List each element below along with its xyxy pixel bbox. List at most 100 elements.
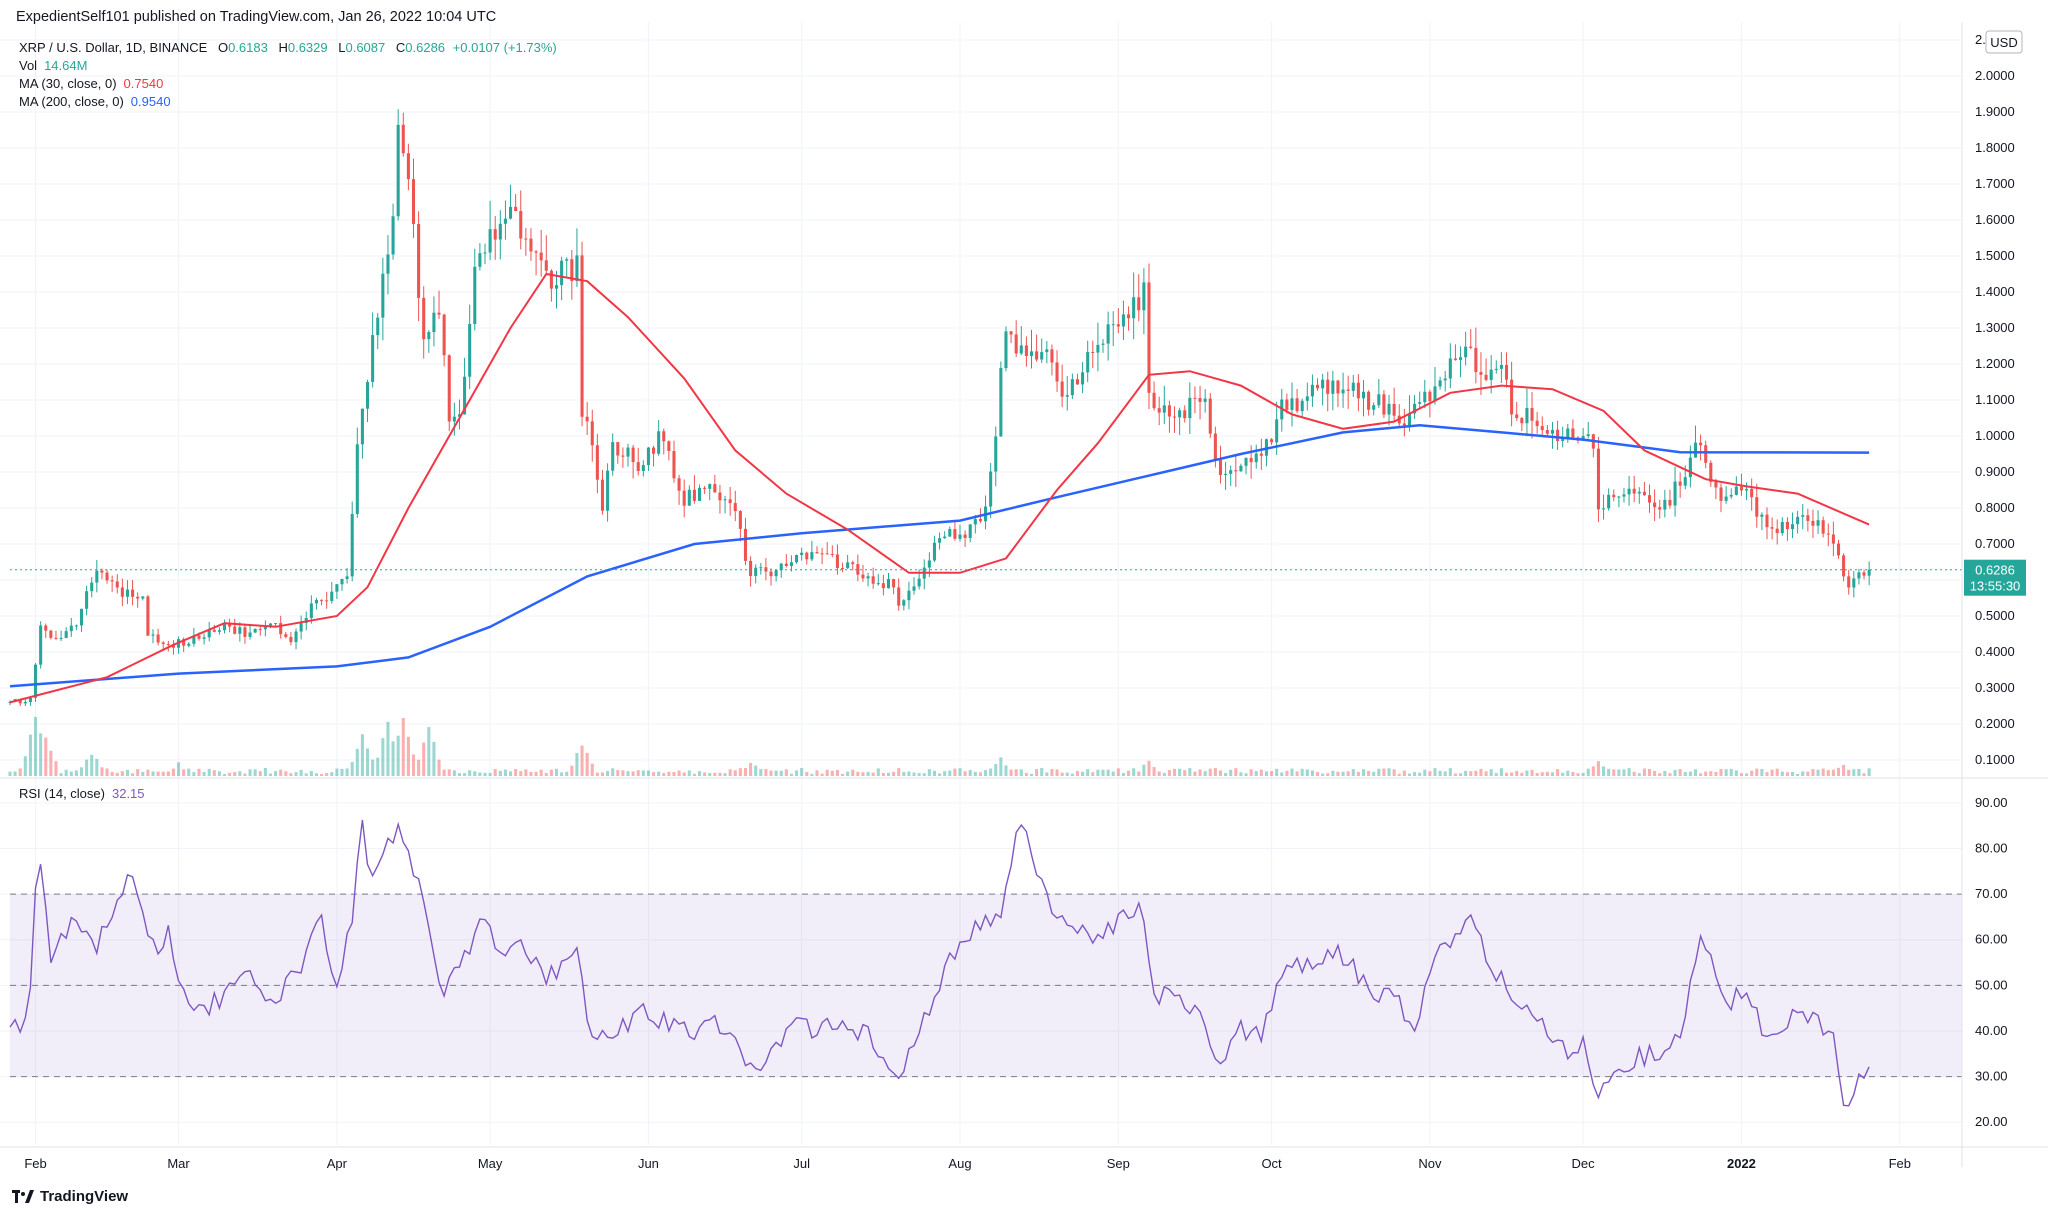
candle <box>488 200 492 261</box>
candle-body <box>1796 516 1800 525</box>
volume-bar <box>1387 768 1391 776</box>
candle-body <box>1566 428 1570 439</box>
candle <box>468 304 472 390</box>
volume-bar <box>478 772 482 776</box>
candle-body <box>192 635 196 644</box>
candle <box>718 484 722 514</box>
volume-bar <box>1556 769 1560 776</box>
volume-bar <box>95 758 99 776</box>
volume-bar <box>1857 768 1861 776</box>
volume-bar <box>1024 772 1028 776</box>
volume-bar <box>263 768 267 776</box>
candle-body <box>1428 391 1432 402</box>
candle <box>871 567 875 589</box>
candle <box>1760 512 1764 530</box>
volume-bar <box>1402 770 1406 776</box>
candle <box>1162 385 1166 425</box>
volume-bar <box>1622 769 1626 776</box>
candle-body <box>243 627 247 637</box>
volume-bar <box>74 770 78 776</box>
volume-bar <box>1719 768 1723 776</box>
candle-body <box>335 584 339 592</box>
candle-body <box>432 312 436 333</box>
candle <box>662 428 666 455</box>
footer-brand[interactable]: TradingView <box>12 1188 128 1205</box>
candle-body <box>233 626 237 634</box>
candle <box>580 241 584 427</box>
candle-body <box>795 555 799 563</box>
volume-bar <box>1275 768 1279 776</box>
volume-bar <box>810 773 814 776</box>
volume-bar <box>968 769 972 776</box>
volume-bar <box>514 768 518 776</box>
volume-bar <box>1208 768 1212 776</box>
usd-box[interactable] <box>1985 30 2023 54</box>
candle-body <box>1755 497 1759 517</box>
candle-body <box>1550 429 1555 434</box>
candle-body <box>1688 457 1692 478</box>
volume-bar <box>294 772 298 776</box>
candle <box>243 624 247 644</box>
volume-bar <box>156 771 160 776</box>
candle <box>652 445 656 467</box>
candle <box>105 569 109 584</box>
time-tick-label: Feb <box>24 1156 46 1171</box>
candle <box>442 313 446 367</box>
volume-bar <box>1423 769 1427 776</box>
volume-bar <box>600 772 605 776</box>
candle <box>1040 338 1044 363</box>
candle <box>1617 495 1621 508</box>
candle-body <box>483 252 487 254</box>
volume-bar <box>1642 768 1646 776</box>
volume-bar <box>1004 765 1008 776</box>
volume-bar <box>1096 769 1100 776</box>
volume-bar <box>1709 771 1713 776</box>
candle-body <box>1504 364 1509 380</box>
volume-bar <box>611 768 615 776</box>
volume-bar <box>187 768 191 776</box>
candle <box>1367 390 1371 416</box>
price-tick-label: 0.3000 <box>1975 680 2015 695</box>
candle-body <box>549 270 553 289</box>
candle <box>631 444 635 479</box>
candle <box>115 574 119 594</box>
candle-body <box>1019 345 1023 354</box>
candle-body <box>595 445 599 480</box>
candle <box>483 243 487 265</box>
candle <box>825 542 829 555</box>
volume-bar <box>917 773 921 776</box>
candle <box>968 524 972 543</box>
candle-body <box>350 513 354 577</box>
candle <box>856 554 860 582</box>
volume-bar <box>759 769 763 776</box>
volume-bar <box>1234 768 1238 776</box>
candle <box>1504 352 1509 388</box>
candle-body <box>197 635 201 639</box>
volume-bar <box>876 768 880 776</box>
candle-body <box>815 552 819 554</box>
candle <box>1172 406 1177 433</box>
volume-bar <box>1540 772 1544 776</box>
candle-body <box>274 623 278 625</box>
candle <box>1790 512 1795 539</box>
volume-bar <box>529 771 533 776</box>
volume-bar <box>253 769 257 776</box>
volume-bar <box>703 772 707 776</box>
candle-body <box>1785 521 1789 530</box>
candle-body <box>1520 418 1524 424</box>
volume-bar <box>1326 773 1330 776</box>
volume-bar <box>1550 772 1555 776</box>
candle <box>120 578 124 607</box>
candle-body <box>314 599 318 604</box>
volume-bar <box>652 772 656 776</box>
volume-bar <box>886 772 891 776</box>
volume-bar <box>1382 768 1386 776</box>
candle <box>457 399 461 430</box>
candle-body <box>1152 392 1156 409</box>
candle <box>1106 311 1110 361</box>
volume-bar <box>396 735 400 776</box>
candle-body <box>1009 331 1013 335</box>
candle-body <box>1310 384 1314 397</box>
candle-body <box>973 518 977 525</box>
candle <box>774 569 778 582</box>
